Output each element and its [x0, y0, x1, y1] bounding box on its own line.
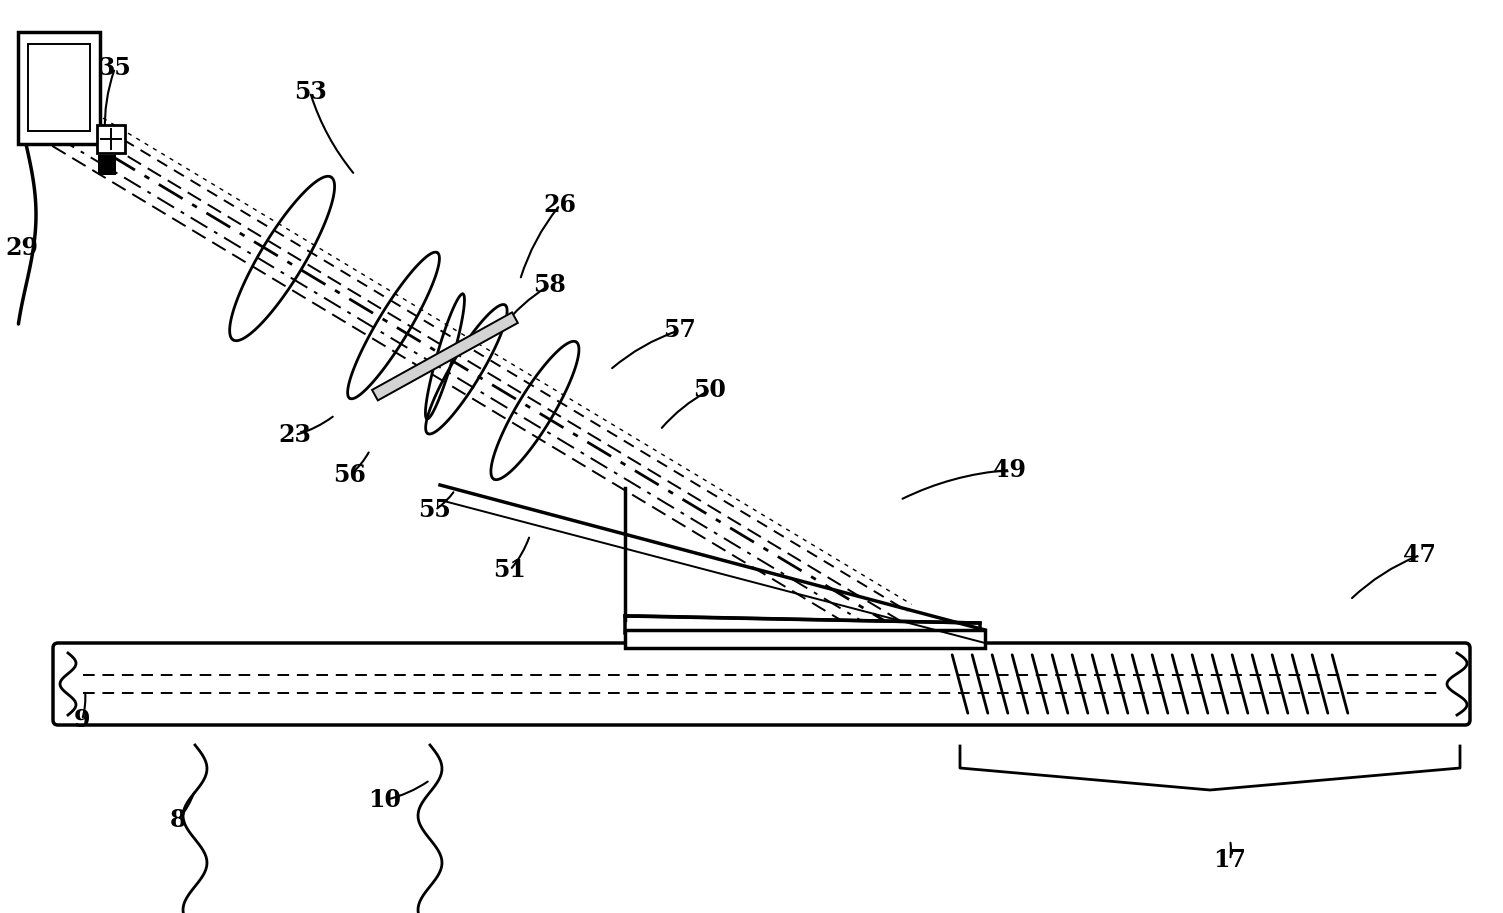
Text: 47: 47 [1404, 543, 1437, 567]
Text: 57: 57 [663, 318, 696, 342]
Bar [625, 630, 984, 648]
Text: 23: 23 [278, 423, 311, 447]
Text: 17: 17 [1213, 848, 1246, 872]
Text: 49: 49 [993, 458, 1027, 482]
Text: 58: 58 [534, 273, 567, 297]
Text: 50: 50 [693, 378, 726, 402]
Polygon shape [373, 312, 519, 401]
Text: 55: 55 [419, 498, 451, 522]
Bar [29, 44, 90, 131]
Bar [98, 125, 125, 153]
Text: 10: 10 [368, 788, 401, 812]
Text: 8: 8 [170, 808, 186, 832]
Text: 53: 53 [293, 80, 326, 104]
Text: 26: 26 [544, 193, 577, 217]
Polygon shape [625, 616, 980, 633]
Text: 9: 9 [74, 708, 90, 732]
Text: 29: 29 [6, 236, 39, 260]
Bar [98, 155, 116, 175]
Text: 51: 51 [493, 558, 526, 582]
FancyBboxPatch shape [53, 643, 1470, 725]
Text: 35: 35 [99, 56, 131, 80]
Text: 56: 56 [334, 463, 367, 487]
Bar [18, 32, 101, 144]
